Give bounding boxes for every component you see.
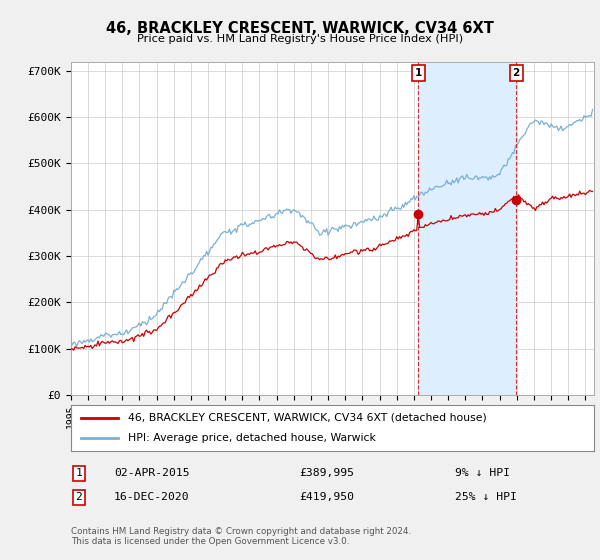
Text: 9% ↓ HPI: 9% ↓ HPI (455, 468, 510, 478)
Text: 25% ↓ HPI: 25% ↓ HPI (455, 492, 517, 502)
Text: 1: 1 (76, 468, 82, 478)
Text: 46, BRACKLEY CRESCENT, WARWICK, CV34 6XT (detached house): 46, BRACKLEY CRESCENT, WARWICK, CV34 6XT… (128, 413, 487, 423)
Bar (418, 62, 516, 395)
Text: 16-DEC-2020: 16-DEC-2020 (114, 492, 190, 502)
Text: Contains HM Land Registry data © Crown copyright and database right 2024.
This d: Contains HM Land Registry data © Crown c… (71, 526, 411, 546)
Text: HPI: Average price, detached house, Warwick: HPI: Average price, detached house, Warw… (128, 433, 376, 443)
Text: 02-APR-2015: 02-APR-2015 (114, 468, 190, 478)
Text: 2: 2 (76, 492, 82, 502)
Text: £419,950: £419,950 (299, 492, 354, 502)
Text: 2: 2 (512, 68, 520, 78)
Text: Price paid vs. HM Land Registry's House Price Index (HPI): Price paid vs. HM Land Registry's House … (137, 34, 463, 44)
Text: 46, BRACKLEY CRESCENT, WARWICK, CV34 6XT: 46, BRACKLEY CRESCENT, WARWICK, CV34 6XT (106, 21, 494, 36)
Text: £389,995: £389,995 (299, 468, 354, 478)
Text: 1: 1 (415, 68, 422, 78)
